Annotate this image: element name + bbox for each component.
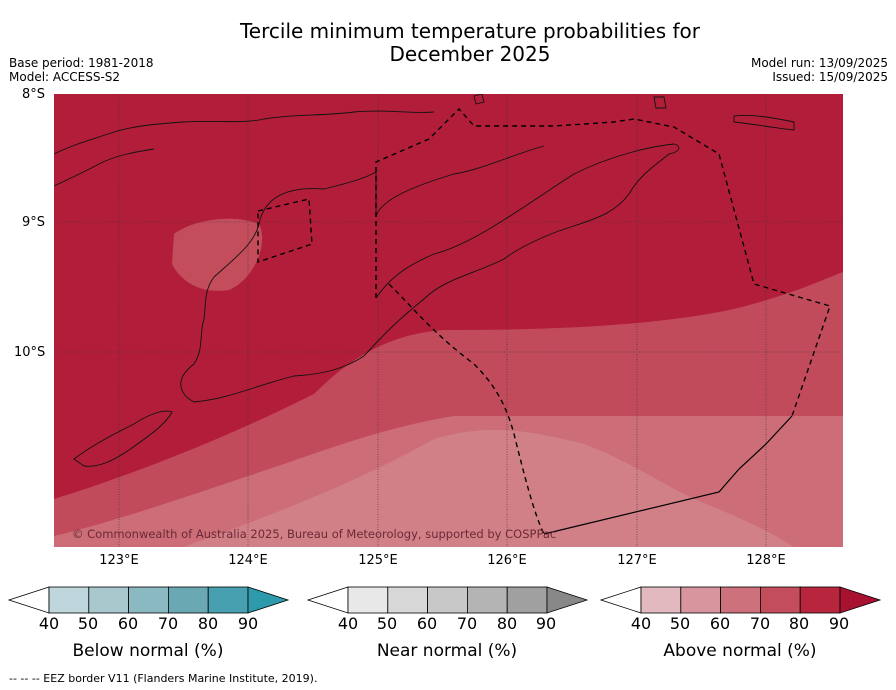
colorbar-segment: [799, 586, 841, 614]
colorbar-segment: [466, 586, 508, 614]
colorbar-above-normal: [599, 586, 882, 614]
colorbar-segment: [88, 586, 130, 614]
cb-above-tick-70: 70: [749, 614, 771, 633]
cb-above-tick-60: 60: [709, 614, 731, 633]
lon-label-127e: 127°E: [617, 553, 657, 568]
lon-label-125e: 125°E: [358, 553, 398, 568]
small-island-a: [653, 96, 667, 109]
colorbar-segment: [680, 586, 721, 614]
lon-label-123e: 123°E: [99, 553, 139, 568]
colorbar-extend-low: [599, 586, 642, 614]
cb-near-label: Near normal (%): [376, 641, 518, 661]
meta-right: Model run: 13/09/2025 Issued: 15/09/2025: [751, 56, 888, 84]
cb-near-tick-50: 50: [376, 614, 398, 633]
colorbar-extend-high: [546, 586, 589, 614]
boundary-solid: [543, 415, 793, 535]
cb-below-tick-80: 80: [197, 614, 219, 633]
eez-border: [257, 107, 831, 535]
copyright-text: © Commonwealth of Australia 2025, Bureau…: [72, 527, 556, 541]
title-line-2: December 2025: [389, 42, 551, 66]
lon-label-126e: 126°E: [487, 553, 527, 568]
probability-map: © Commonwealth of Australia 2025, Bureau…: [54, 94, 843, 547]
cb-above-tick-80: 80: [788, 614, 810, 633]
cb-near-tick-60: 60: [416, 614, 438, 633]
shade-70-patch: [172, 218, 263, 291]
colorbar-segment: [48, 586, 90, 614]
cb-near-tick-90: 90: [535, 614, 557, 633]
lon-label-128e: 128°E: [746, 553, 786, 568]
colorbar-extend-high: [247, 586, 290, 614]
colorbar-segment: [387, 586, 428, 614]
title-line-1: Tercile minimum temperature probabilitie…: [239, 19, 701, 43]
cb-near-tick-40: 40: [337, 614, 359, 633]
page-title: Tercile minimum temperature probabilitie…: [0, 20, 896, 66]
cb-below-label: Below normal (%): [72, 641, 224, 661]
cb-near-tick-80: 80: [496, 614, 518, 633]
lat-label-8s: 8°S: [22, 87, 46, 102]
lat-label-10s: 10°S: [14, 345, 46, 360]
lon-label-124e: 124°E: [228, 553, 268, 568]
cb-above-tick-90: 90: [828, 614, 850, 633]
colorbar-segment: [640, 586, 682, 614]
cb-below-tick-50: 50: [77, 614, 99, 633]
colorbar-near-normal: [306, 586, 589, 614]
colorbars: [7, 586, 882, 614]
footnote: -- -- -- EEZ border V11 (Flanders Marine…: [9, 672, 318, 685]
colorbar-segment: [207, 586, 249, 614]
north-islands-coast-2: [54, 148, 155, 187]
cb-below-tick-40: 40: [38, 614, 60, 633]
northeast-island: [733, 115, 795, 131]
colorbar-segment: [128, 586, 169, 614]
colorbar-extend-high: [839, 586, 882, 614]
issued-date: Issued: 15/09/2025: [772, 70, 888, 84]
grid-lines: [54, 94, 843, 547]
colorbar-segment: [720, 586, 761, 614]
colorbar-segment: [167, 586, 209, 614]
shade-60: [184, 429, 794, 547]
lat-label-9s: 9°S: [22, 215, 46, 230]
colorbar-segment: [506, 586, 548, 614]
north-islands-coast: [54, 110, 435, 155]
cb-near-tick-70: 70: [456, 614, 478, 633]
cb-below-tick-90: 90: [237, 614, 259, 633]
small-island-b: [473, 94, 485, 105]
timor-island-coast: [180, 143, 680, 403]
cb-above-label: Above normal (%): [663, 641, 817, 661]
meta-left: Base period: 1981-2018 Model: ACCESS-S2: [9, 56, 154, 84]
cb-above-tick-50: 50: [669, 614, 691, 633]
colorbar-segment: [427, 586, 468, 614]
colorbar-segment: [760, 586, 801, 614]
cb-below-tick-70: 70: [157, 614, 179, 633]
cb-above-tick-40: 40: [630, 614, 652, 633]
model-name: Model: ACCESS-S2: [9, 70, 121, 84]
model-run: Model run: 13/09/2025: [750, 56, 888, 70]
colorbar-extend-low: [306, 586, 349, 614]
colorbar-below-normal: [7, 586, 290, 614]
south-island-coast: [73, 410, 173, 467]
colorbar-segment: [347, 586, 389, 614]
colorbar-extend-low: [7, 586, 50, 614]
cb-below-tick-60: 60: [117, 614, 139, 633]
coastlines: [54, 94, 795, 467]
base-period: Base period: 1981-2018: [9, 56, 154, 70]
